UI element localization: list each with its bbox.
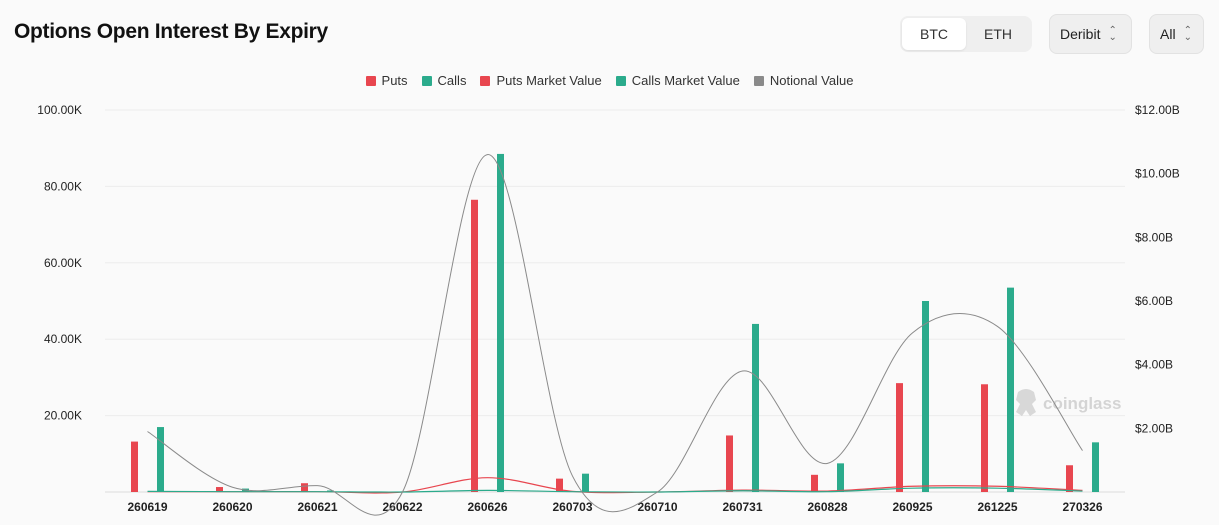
calls-bar xyxy=(582,473,589,492)
legend-label: Notional Value xyxy=(769,73,854,88)
puts-bar xyxy=(471,199,478,492)
puts-bar xyxy=(131,441,138,492)
tab-eth[interactable]: ETH xyxy=(984,26,1012,42)
y-right-tick-label: $10.00B xyxy=(1135,167,1180,181)
x-tick-label: 260621 xyxy=(297,500,337,514)
y-left-tick-label: 40.00K xyxy=(44,332,82,346)
puts-bar xyxy=(981,384,988,492)
calls-bar xyxy=(1092,442,1099,492)
legend-label: Calls Market Value xyxy=(631,73,740,88)
x-tick-label: 260710 xyxy=(637,500,677,514)
puts-bar xyxy=(216,487,223,492)
page-title: Options Open Interest By Expiry xyxy=(14,20,328,43)
y-right-tick-label: $12.00B xyxy=(1135,103,1180,117)
x-tick-label: 260828 xyxy=(807,500,847,514)
calls-bar xyxy=(157,427,164,492)
coinglass-logo-icon xyxy=(1016,389,1036,416)
legend-item[interactable]: Calls xyxy=(421,73,467,88)
legend-swatch xyxy=(365,75,376,86)
legend-swatch xyxy=(615,75,626,86)
legend-swatch xyxy=(480,75,491,86)
x-tick-label: 260620 xyxy=(212,500,252,514)
legend-label: Puts xyxy=(381,73,408,88)
calls-bar xyxy=(1007,287,1014,492)
exchange-select-value: Deribit xyxy=(1060,26,1101,42)
chevron-updown-icon: ⌃ ⌄ xyxy=(1108,25,1117,43)
watermark-text: coinglass xyxy=(1043,394,1121,413)
legend-item[interactable]: Puts xyxy=(365,73,408,88)
legend-item[interactable]: Notional Value xyxy=(753,73,854,88)
y-right-tick-label: $4.00B xyxy=(1135,358,1173,372)
puts-market-value-line xyxy=(147,477,1083,494)
coinglass-watermark: coinglass xyxy=(1016,389,1121,416)
calls-bar xyxy=(837,463,844,492)
x-tick-label: 260622 xyxy=(382,500,422,514)
calls-market-value-line xyxy=(147,487,1083,493)
calls-bar xyxy=(752,323,759,492)
chart-legend: Puts Calls Puts Market Value Calls Market V… xyxy=(0,73,1219,88)
filter-select-value: All xyxy=(1160,26,1176,42)
puts-bar xyxy=(301,483,308,492)
legend-label: Calls xyxy=(437,73,467,88)
puts-bar xyxy=(1066,465,1073,492)
puts-bar xyxy=(556,478,563,492)
chevron-updown-icon: ⌃ ⌄ xyxy=(1183,25,1192,43)
legend-label: Puts Market Value xyxy=(496,73,602,88)
x-tick-label: 261225 xyxy=(977,500,1017,514)
y-right-tick-label: $2.00B xyxy=(1135,421,1173,435)
legend-item[interactable]: Calls Market Value xyxy=(615,73,740,88)
x-tick-label: 260731 xyxy=(722,500,762,514)
tab-btc[interactable]: BTC xyxy=(902,18,966,50)
x-tick-label: 260703 xyxy=(552,500,592,514)
y-left-tick-label: 80.00K xyxy=(44,179,82,193)
filter-select[interactable]: All ⌃ ⌄ xyxy=(1149,14,1204,54)
puts-bar xyxy=(726,435,733,492)
notional-value-line xyxy=(147,154,1083,516)
x-tick-label: 260619 xyxy=(127,500,167,514)
y-left-tick-label: 20.00K xyxy=(44,409,82,423)
legend-swatch xyxy=(753,75,764,86)
calls-bar xyxy=(922,301,929,492)
calls-bar xyxy=(497,153,504,492)
y-left-tick-label: 60.00K xyxy=(44,256,82,270)
y-left-tick-label: 100.00K xyxy=(37,103,82,117)
legend-swatch xyxy=(421,75,432,86)
y-right-tick-label: $8.00B xyxy=(1135,230,1173,244)
x-tick-label: 260626 xyxy=(467,500,507,514)
x-tick-label: 270326 xyxy=(1062,500,1102,514)
puts-bar xyxy=(811,474,818,492)
currency-toggle: BTC ETH xyxy=(900,16,1032,52)
x-tick-label: 260925 xyxy=(892,500,932,514)
puts-bar xyxy=(896,383,903,492)
y-right-tick-label: $6.00B xyxy=(1135,294,1173,308)
legend-item[interactable]: Puts Market Value xyxy=(480,73,602,88)
exchange-select[interactable]: Deribit ⌃ ⌄ xyxy=(1049,14,1132,54)
